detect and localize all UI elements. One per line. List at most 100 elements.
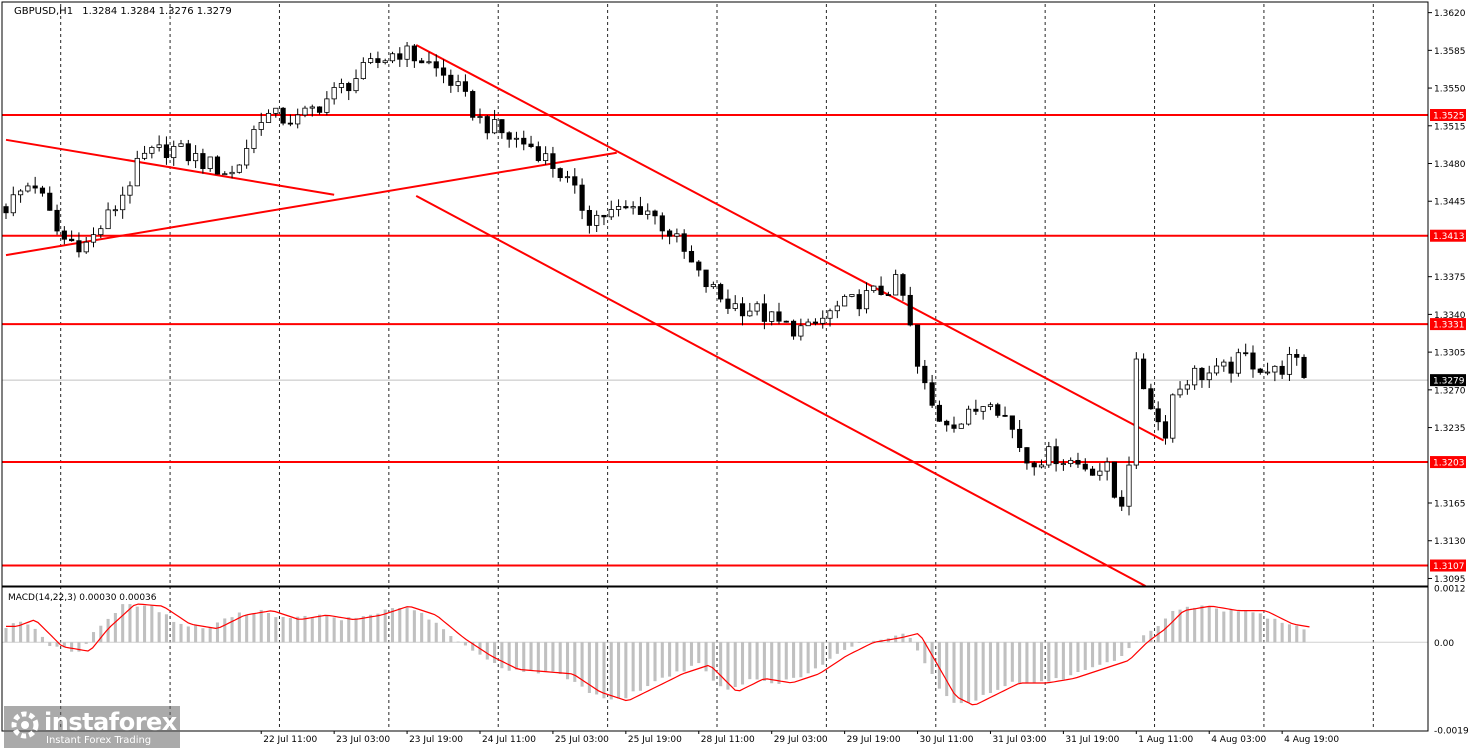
- candle-body: [1133, 358, 1139, 466]
- candle-body: [761, 303, 767, 322]
- macd-bar: [945, 642, 949, 697]
- macd-bar: [303, 615, 307, 643]
- price-tick-label: 1.3585: [1434, 47, 1466, 57]
- macd-bar: [719, 642, 723, 687]
- macd-bar: [493, 642, 497, 664]
- candle-body: [411, 45, 417, 62]
- macd-bar: [84, 642, 88, 644]
- macd-bar: [536, 642, 540, 674]
- macd-bar: [354, 617, 358, 643]
- macd-bar: [1098, 642, 1102, 665]
- macd-bar: [70, 642, 74, 652]
- candle-body: [550, 153, 556, 169]
- macd-bar: [733, 642, 737, 688]
- candle-body: [659, 215, 665, 232]
- macd-bar: [77, 642, 81, 652]
- level-price-label: 1.3331: [1433, 321, 1465, 331]
- macd-bar: [755, 642, 759, 680]
- macd-bar: [1134, 641, 1138, 643]
- time-tick-label: 24 Jul 11:00: [482, 735, 536, 745]
- macd-bar: [1236, 611, 1240, 643]
- macd-bar: [325, 615, 329, 643]
- candle-body: [69, 238, 75, 242]
- candle-body: [1009, 415, 1015, 430]
- candle-body: [222, 173, 228, 176]
- level-price-box: [1430, 229, 1466, 242]
- candle-body: [331, 87, 337, 100]
- macd-bar: [449, 636, 453, 643]
- candle-body: [564, 176, 571, 179]
- candle-body: [900, 274, 906, 296]
- macd-bar: [784, 642, 788, 680]
- candle-body: [1002, 414, 1008, 417]
- candle-body: [1024, 447, 1030, 464]
- macd-bar: [638, 642, 642, 691]
- macd-bar: [405, 607, 409, 643]
- macd-bar: [1193, 607, 1197, 643]
- candle-body: [10, 194, 16, 214]
- candle-body: [703, 269, 709, 288]
- instaforex-logo-icon: [11, 711, 39, 739]
- candle-body: [615, 206, 622, 210]
- price-tick-label: 1.3620: [1434, 9, 1466, 19]
- candle-body: [499, 119, 505, 134]
- macd-bar: [1171, 610, 1175, 643]
- macd-panel: [2, 603, 1428, 706]
- price-tick-label: 1.3550: [1434, 85, 1466, 95]
- candle-body: [1060, 463, 1066, 466]
- candle-body: [951, 424, 957, 429]
- time-tick-label: 22 Jul 11:00: [263, 735, 317, 745]
- level-price-box: [1430, 318, 1466, 331]
- macd-bar: [981, 642, 985, 695]
- candle-body: [1301, 356, 1307, 378]
- candle-body: [477, 116, 483, 118]
- candle-body: [885, 294, 891, 296]
- candle-body: [623, 206, 629, 209]
- candle-body: [579, 184, 585, 211]
- macd-bar: [55, 642, 59, 647]
- candle-body: [1162, 421, 1169, 439]
- macd-bar: [1142, 635, 1146, 643]
- macd-bar: [1200, 605, 1204, 643]
- macd-bar: [843, 642, 847, 650]
- candle-body: [893, 274, 899, 296]
- chart-title: GBPUSD,H1 1.3284 1.3284 1.3276 1.3279: [14, 6, 232, 17]
- time-tick-label: 31 Jul 03:00: [992, 735, 1046, 745]
- candle-body: [630, 206, 636, 209]
- price-tick-label: 1.3305: [1434, 349, 1466, 359]
- candle-body: [936, 404, 943, 422]
- macd-bar: [792, 642, 796, 678]
- candle-body: [1148, 388, 1154, 410]
- macd-bar: [988, 642, 992, 694]
- macd-bar: [704, 642, 708, 672]
- horizontal-levels: [2, 114, 1428, 567]
- macd-bar: [1127, 642, 1131, 649]
- candle-body: [987, 404, 994, 407]
- candle-body: [965, 408, 972, 425]
- macd-bar: [821, 642, 825, 665]
- macd-bar: [26, 624, 30, 643]
- time-tick-label: 4 Aug 03:00: [1211, 735, 1266, 745]
- candle-body: [1286, 354, 1293, 375]
- macd-bar: [442, 629, 446, 643]
- macd-tick-label: -0.00194: [1434, 727, 1468, 737]
- candle-body: [207, 156, 213, 169]
- macd-bar: [514, 642, 518, 670]
- trend-line: [5, 151, 617, 257]
- macd-bar: [1010, 642, 1014, 682]
- candle-body: [455, 81, 461, 86]
- candle-body: [112, 209, 118, 212]
- time-tick-label: 30 Jul 11:00: [920, 735, 974, 745]
- macd-bar: [11, 623, 15, 643]
- candle-body: [1068, 459, 1074, 465]
- candle-body: [1279, 365, 1285, 375]
- macd-bar: [91, 632, 96, 643]
- macd-bar: [1244, 610, 1248, 643]
- candle-body: [1243, 352, 1249, 355]
- candle-body: [433, 61, 439, 69]
- macd-bar: [1054, 642, 1058, 679]
- candle-body: [287, 122, 293, 125]
- macd-bar: [318, 614, 322, 643]
- candle-body: [849, 294, 855, 297]
